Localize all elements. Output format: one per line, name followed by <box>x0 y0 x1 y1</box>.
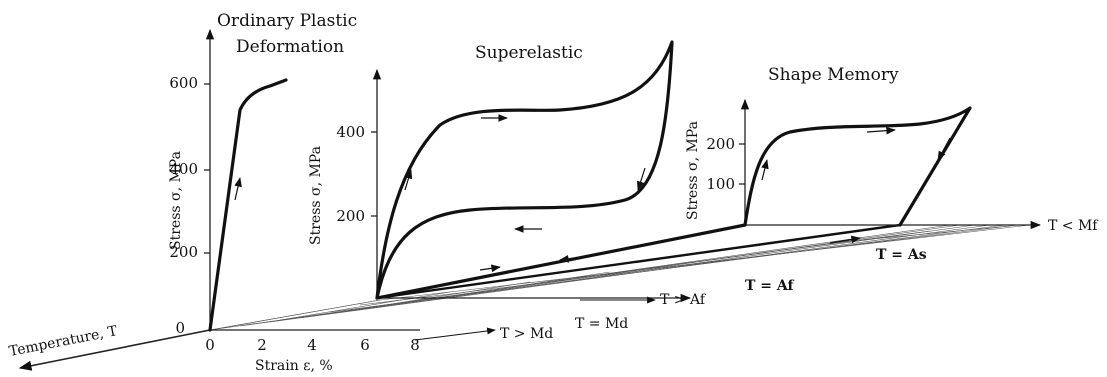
superelastic-loop <box>375 40 674 300</box>
shape-memory-unload-arrow <box>937 137 951 161</box>
stress-tick-400: 400 <box>169 160 198 178</box>
t-gt-md-arrow <box>414 327 496 341</box>
base-plane-grid <box>209 224 1031 331</box>
strain-tick-2: 2 <box>257 336 267 354</box>
shape-memory-tick-200: 200 <box>706 135 735 153</box>
shape-memory-plateau-arrow <box>866 126 896 135</box>
ordinary-plastic-curve <box>208 78 288 332</box>
stress-tick-600: 600 <box>169 74 198 92</box>
strain-axis-label: Strain ε, % <box>255 358 333 374</box>
base-forward-arrow <box>479 264 501 273</box>
superelastic-title: Superelastic <box>475 43 583 63</box>
superelastic-stress-axis-label: Stress σ, MPa <box>308 146 324 245</box>
heating-arrow <box>829 235 861 244</box>
strain-tick-0: 0 <box>205 336 215 354</box>
t-eq-md-label: T = Md <box>575 316 628 332</box>
shape-memory-tick-100: 100 <box>706 175 735 193</box>
base-return-arrow <box>559 255 591 263</box>
superelastic-base-path <box>375 223 747 300</box>
ordinary-stress-axis-label: Stress σ, MPa <box>168 151 184 250</box>
t-lt-mf-label: T < Mf <box>1048 218 1099 234</box>
t-gt-af-label: T > Af <box>660 292 707 308</box>
shape-memory-stress-axis-label: Stress σ, MPa <box>685 121 701 220</box>
temperature-axis <box>18 329 211 371</box>
strain-tick-8: 8 <box>410 336 420 354</box>
superelastic-tick-200: 200 <box>336 207 365 225</box>
superelastic-axes <box>371 68 692 303</box>
superelastic-tick-400: 400 <box>336 123 365 141</box>
t-eq-af-label: T = Af <box>745 278 795 294</box>
ordinary-title-line2: Deformation <box>236 37 344 57</box>
temperature-axis-label: Temperature, T <box>8 323 120 360</box>
stress-tick-200: 200 <box>169 243 198 261</box>
ordinary-axes <box>18 28 420 371</box>
superelastic-load-arrow <box>404 169 413 191</box>
ordinary-title-line1: Ordinary Plastic <box>217 11 357 31</box>
shape-memory-title: Shape Memory <box>768 65 899 85</box>
superelastic-unload-arrow <box>636 167 646 191</box>
stress-tick-0: 0 <box>175 319 185 337</box>
strain-tick-4: 4 <box>307 336 317 354</box>
ordinary-loading-arrow <box>234 177 242 201</box>
t-gt-md-label: T > Md <box>500 326 553 342</box>
strain-tick-6: 6 <box>360 336 370 354</box>
shape-memory-load-arrow <box>761 159 769 181</box>
shape-memory-curve <box>743 106 972 227</box>
shape-memory-axes <box>739 98 1042 230</box>
shape-memory-recovery-path <box>375 223 902 300</box>
t-eq-as-label: T = As <box>876 247 927 263</box>
